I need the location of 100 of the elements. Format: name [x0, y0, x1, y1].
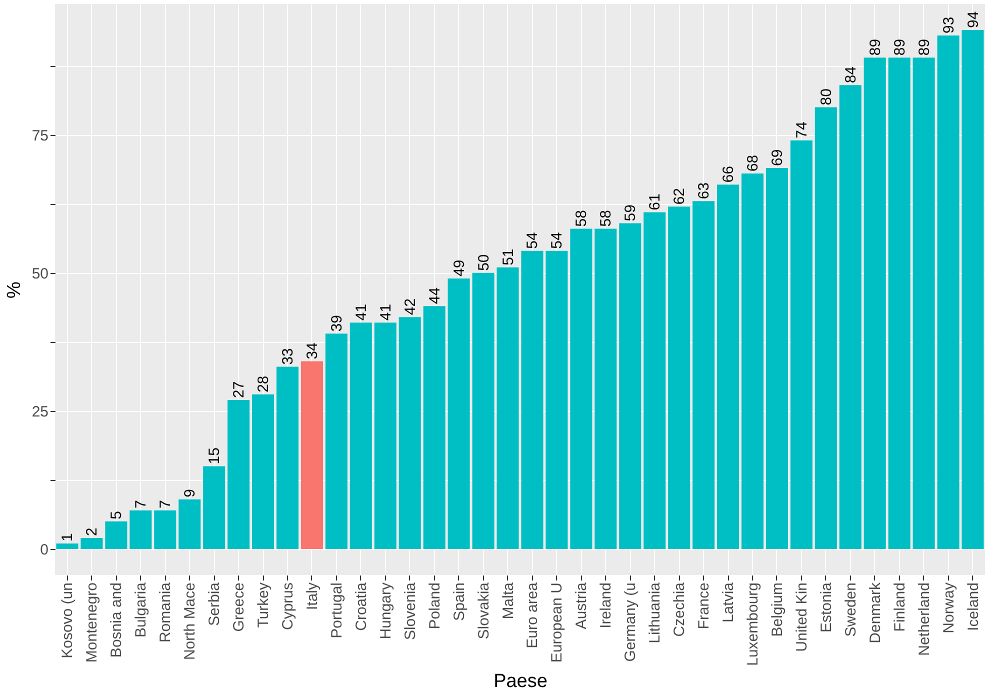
data-label: 28 — [255, 376, 272, 392]
data-label: 1 — [59, 533, 76, 542]
x-tick-label: Malta — [500, 582, 517, 620]
x-tick-label: Lithuania — [646, 582, 664, 644]
data-label: 50 — [475, 254, 492, 271]
data-label: 49 — [450, 260, 468, 276]
bar — [350, 322, 372, 550]
data-label: 7 — [157, 500, 174, 508]
data-label: 58 — [598, 210, 615, 227]
bar — [130, 510, 152, 550]
data-label: 42 — [402, 298, 419, 316]
data-label: 69 — [768, 149, 786, 166]
y-tick-label: 50 — [32, 265, 48, 282]
x-tick-label: Sweden — [842, 582, 860, 637]
bar — [570, 228, 592, 550]
data-label: 62 — [671, 188, 688, 205]
data-label: 68 — [744, 154, 762, 172]
bar — [472, 272, 494, 550]
x-tick-label: Austria — [573, 582, 590, 630]
data-label: 41 — [352, 304, 370, 321]
bar — [741, 174, 764, 550]
x-tick-label: Bosnia and — [108, 582, 126, 658]
bar — [619, 223, 642, 550]
x-tick-label: Portugal — [328, 582, 346, 638]
data-label: 66 — [720, 166, 738, 183]
y-axis-title: % — [4, 281, 25, 298]
x-tick-label: United Kin — [793, 582, 810, 652]
x-tick-label: Hungary — [377, 582, 394, 640]
bar — [668, 206, 690, 550]
bar — [56, 544, 78, 550]
bar — [864, 58, 886, 550]
x-tick-label: Belgium — [768, 582, 786, 637]
bar — [448, 278, 470, 550]
data-label: 89 — [916, 38, 933, 56]
x-tick-label: Germany (u — [622, 582, 640, 662]
x-tick-label: Slovenia — [402, 582, 419, 640]
bar — [80, 538, 103, 550]
data-label: 58 — [573, 210, 590, 227]
y-tick-label: 75 — [32, 127, 48, 144]
data-label: 33 — [280, 348, 296, 365]
data-label: 94 — [964, 11, 982, 28]
bar — [300, 361, 323, 550]
data-label: 15 — [206, 448, 224, 464]
bar — [814, 107, 837, 550]
data-label: 93 — [940, 16, 958, 34]
x-tick-label: Netherland — [916, 582, 933, 656]
bar — [105, 521, 128, 550]
data-label: 27 — [230, 381, 248, 398]
y-tick-label: 25 — [32, 403, 48, 420]
x-axis-title: Paese — [494, 670, 548, 692]
x-tick-label: Spain — [450, 582, 468, 621]
x-tick-label: Denmark — [866, 582, 884, 644]
bar — [423, 306, 446, 550]
data-label: 51 — [500, 248, 517, 266]
bar — [374, 322, 396, 550]
x-tick-label: Montenegro — [84, 582, 101, 663]
data-label: 9 — [182, 489, 199, 498]
x-tick-label: Serbia — [206, 582, 224, 626]
bar — [252, 394, 274, 550]
x-tick-label: Euro area — [524, 582, 542, 648]
x-tick-label: Romania — [157, 582, 174, 643]
data-label: 59 — [622, 204, 640, 222]
data-label: 80 — [818, 88, 835, 106]
data-label: 54 — [548, 232, 566, 249]
bar — [937, 35, 960, 550]
bar — [496, 267, 519, 550]
x-tick-label: North Mace — [182, 582, 199, 660]
bar — [276, 366, 299, 550]
x-tick-label: Cyprus — [280, 582, 296, 630]
bar — [839, 85, 862, 550]
bar — [546, 250, 568, 550]
y-tick-label: 0 — [40, 542, 48, 559]
bar — [790, 140, 812, 550]
data-label: 44 — [426, 287, 444, 304]
x-tick-label: European U — [548, 582, 566, 663]
x-tick-label: Greece — [230, 582, 248, 632]
bar — [228, 400, 250, 550]
x-tick-label: Luxembourg — [744, 582, 762, 666]
data-label: 39 — [328, 314, 346, 332]
x-tick-label: Kosovo (un — [59, 582, 76, 658]
bar — [203, 466, 226, 550]
bar — [888, 58, 910, 550]
bar — [594, 228, 617, 550]
x-tick-label: Finland — [891, 582, 908, 632]
data-label: 74 — [793, 122, 810, 138]
data-label: 84 — [842, 66, 860, 84]
bar — [912, 58, 935, 550]
data-label: 2 — [84, 528, 101, 536]
x-tick-label: Czechia — [671, 582, 688, 637]
x-tick-label: Turkey — [255, 582, 272, 628]
x-tick-label: Slovakia — [475, 582, 492, 640]
data-label: 34 — [304, 342, 321, 360]
data-label: 7 — [132, 500, 150, 508]
bar — [521, 250, 544, 550]
bar — [766, 168, 788, 550]
data-label: 5 — [108, 511, 126, 520]
data-label: 89 — [891, 38, 908, 56]
x-tick-label: Croatia — [352, 582, 370, 631]
x-tick-label: Bulgaria — [132, 582, 150, 638]
x-tick-label: Estonia — [818, 582, 835, 633]
